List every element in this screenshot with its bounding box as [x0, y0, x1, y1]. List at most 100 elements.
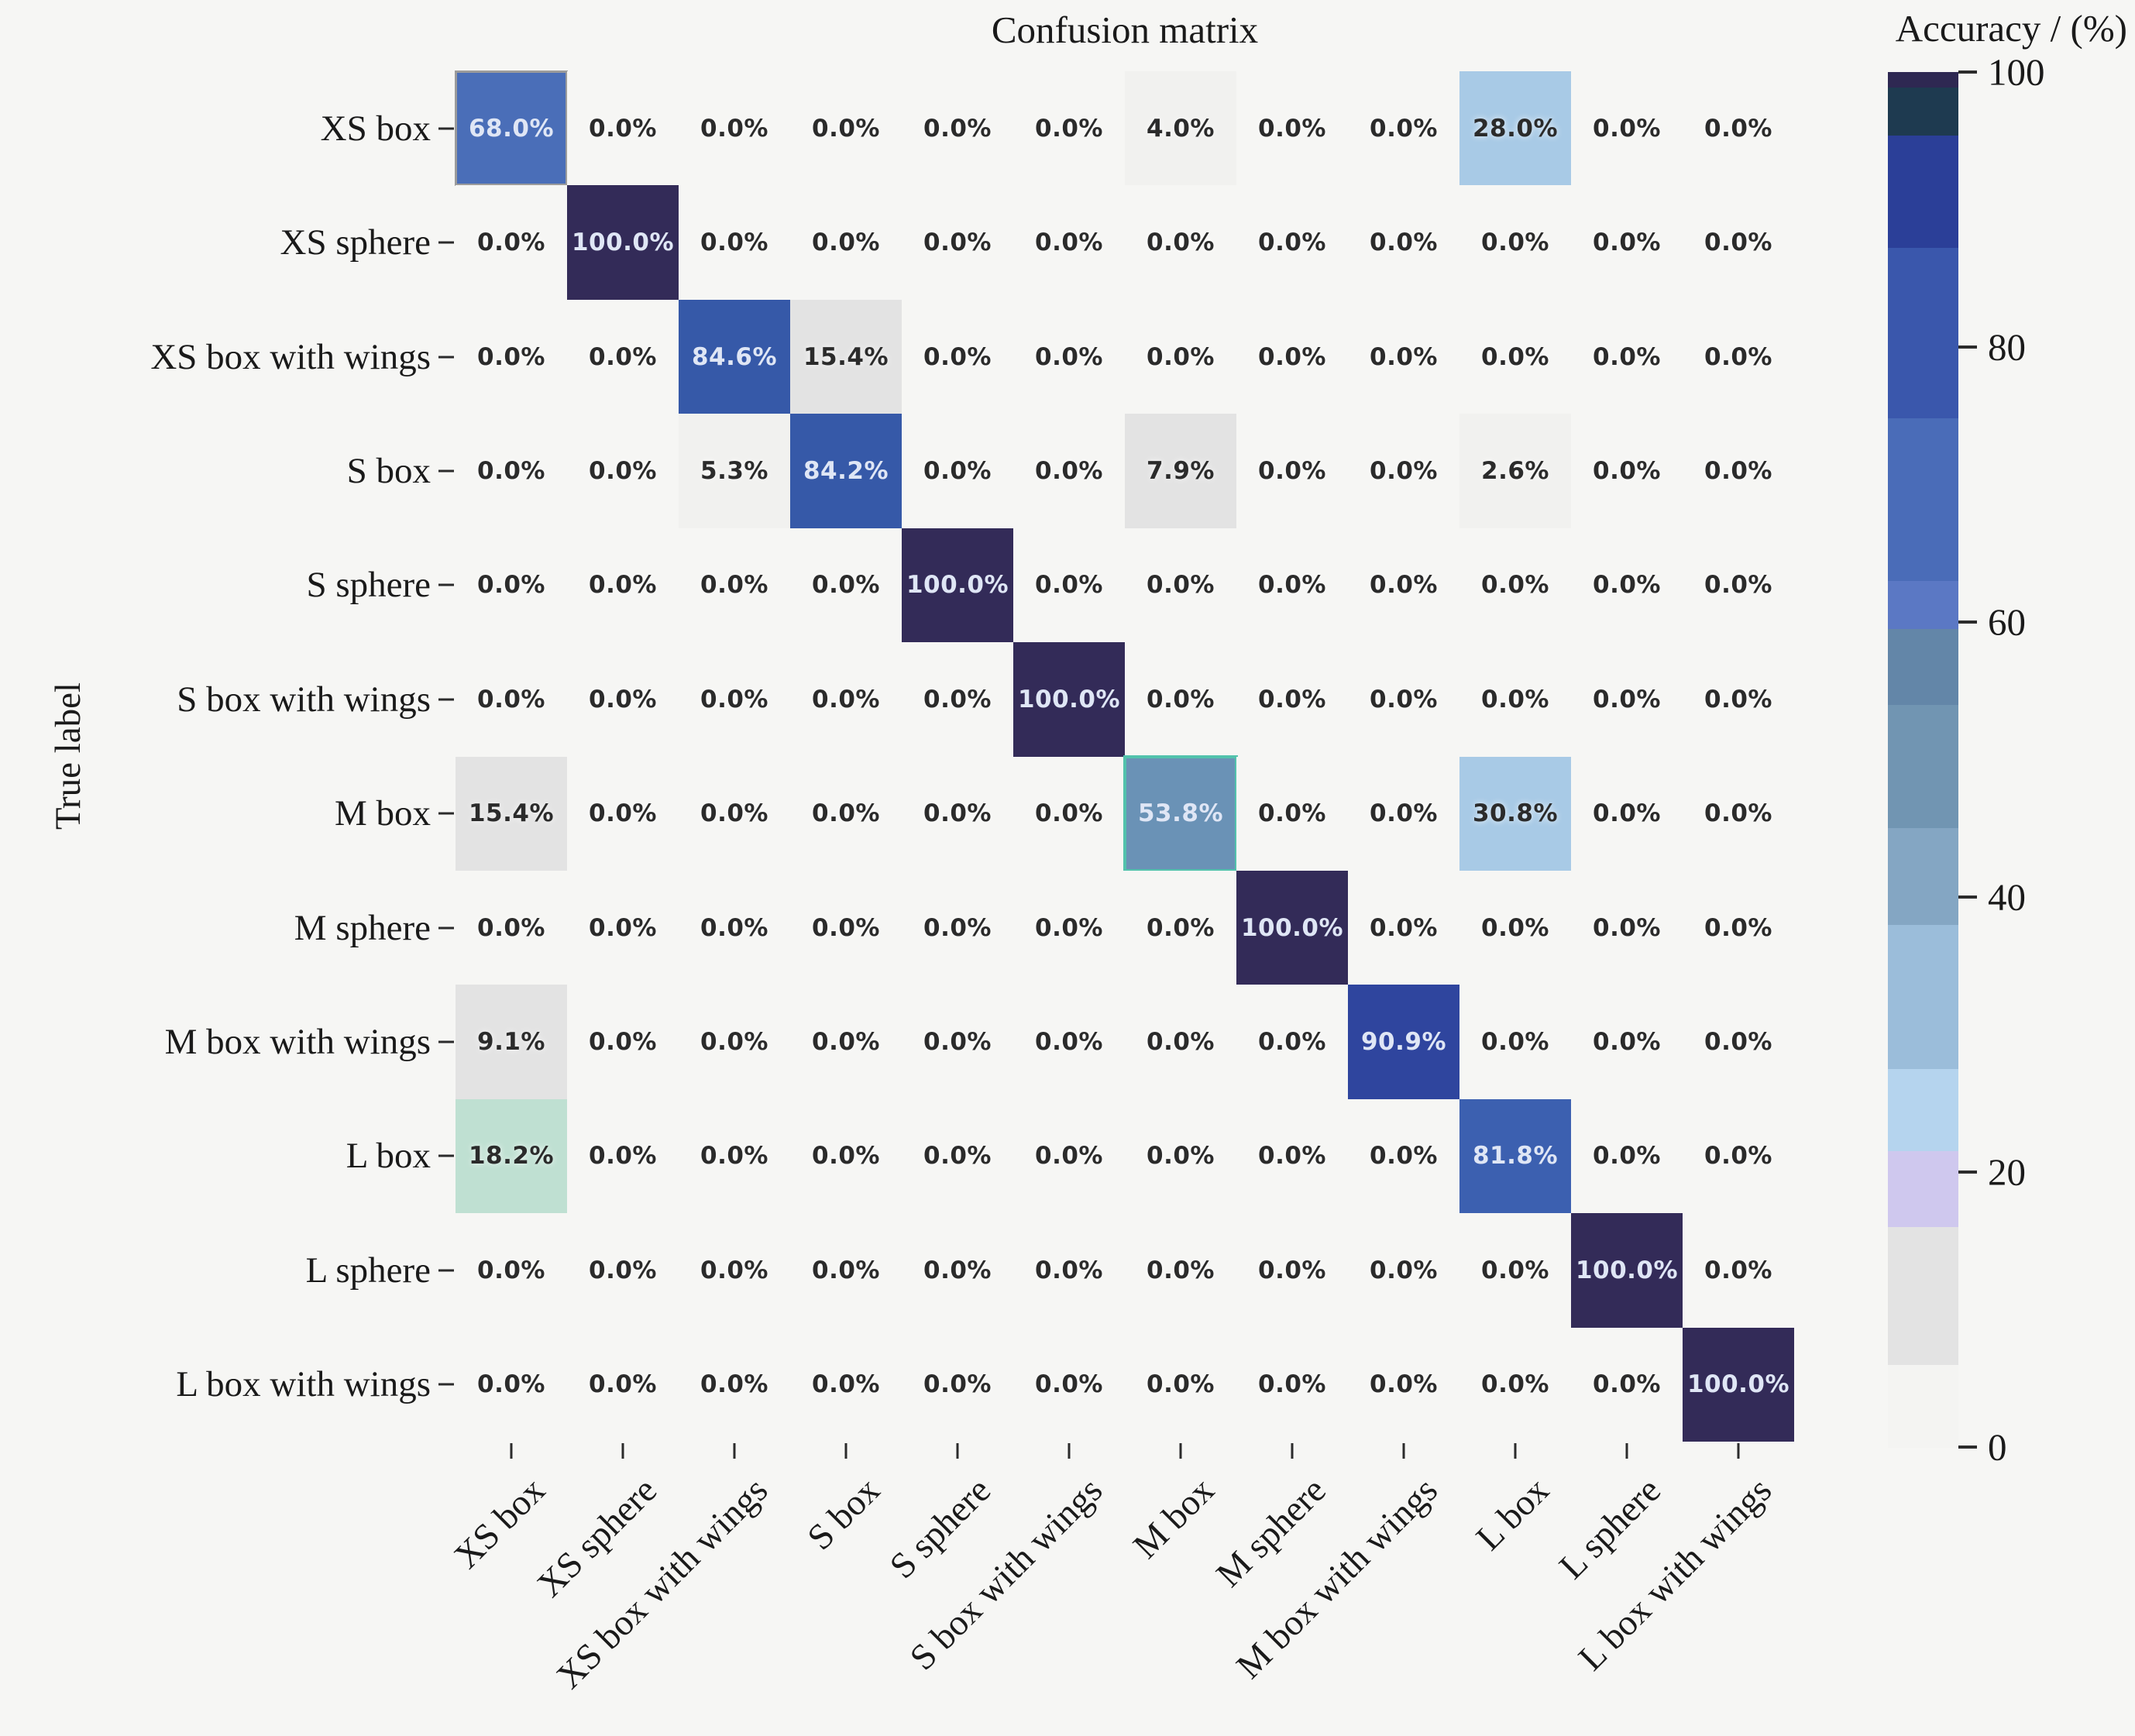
colorbar-segment: [1888, 704, 1958, 830]
heatmap-cell: 100.0%: [902, 528, 1013, 643]
cell-value-label: 53.8%: [1137, 799, 1224, 828]
cell-value-label: 81.8%: [1472, 1142, 1559, 1171]
cell-value-label: 68.0%: [468, 114, 555, 143]
colorbar-tick-label: 100: [1988, 50, 2045, 94]
cell-value-label: 0.0%: [477, 571, 545, 600]
y-tick-mark: [438, 812, 454, 815]
cell-value-label: 0.0%: [812, 1256, 880, 1284]
cell-value-label: 0.0%: [1147, 913, 1215, 942]
cell-value-label: 0.0%: [812, 913, 880, 942]
cell-value-label: 2.6%: [1481, 456, 1549, 485]
cell-value-label: 0.0%: [589, 571, 657, 600]
cell-value-label: 0.0%: [1593, 685, 1661, 713]
heatmap-cell: 0.0%: [1236, 1213, 1348, 1328]
heatmap-cell: 0.0%: [1348, 870, 1459, 985]
cell-value-label: 0.0%: [1704, 1256, 1772, 1284]
cell-value-label: 0.0%: [700, 571, 768, 600]
heatmap-cell: 0.0%: [1013, 185, 1125, 300]
heatmap-cell: 0.0%: [1571, 528, 1683, 643]
cell-value-label: 0.0%: [1370, 1142, 1438, 1171]
cell-value-label: 0.0%: [700, 1142, 768, 1171]
heatmap-cell: 0.0%: [1236, 756, 1348, 871]
heatmap-cell: 0.0%: [790, 756, 902, 871]
heatmap-cell: 0.0%: [1571, 71, 1683, 186]
heatmap-cell: 0.0%: [1683, 870, 1794, 985]
cell-value-label: 0.0%: [812, 571, 880, 600]
cell-value-label: 0.0%: [1704, 229, 1772, 257]
cell-value-label: 0.0%: [923, 456, 992, 485]
cell-value-label: 0.0%: [1147, 571, 1215, 600]
cell-value-label: 9.1%: [477, 1028, 545, 1057]
x-tick-label: M box with wings: [1228, 1470, 1446, 1687]
cell-value-label: 0.0%: [1258, 1028, 1326, 1057]
heatmap-cell: 0.0%: [902, 414, 1013, 528]
cell-value-label: 100.0%: [571, 229, 675, 257]
heatmap-cell: 0.0%: [456, 870, 567, 985]
cell-value-label: 0.0%: [1370, 114, 1438, 143]
cell-value-label: 0.0%: [700, 1370, 768, 1399]
heatmap-cell: 0.0%: [679, 1213, 790, 1328]
heatmap-cell: 0.0%: [679, 985, 790, 1099]
cell-value-label: 0.0%: [1704, 1142, 1772, 1171]
x-tick-label: XS box with wings: [548, 1470, 776, 1697]
heatmap-cell: 0.0%: [1013, 756, 1125, 871]
cell-value-label: 0.0%: [589, 1142, 657, 1171]
cell-value-label: 0.0%: [477, 913, 545, 942]
heatmap-cell: 0.0%: [790, 1327, 902, 1442]
x-tick-label: M box: [1125, 1470, 1222, 1567]
heatmap-cell: 0.0%: [1683, 985, 1794, 1099]
cell-value-label: 0.0%: [1593, 571, 1661, 600]
heatmap-cell: 0.0%: [1013, 71, 1125, 186]
heatmap-cell: 0.0%: [679, 1327, 790, 1442]
heatmap-cell: 0.0%: [902, 756, 1013, 871]
heatmap-cell: 53.8%: [1123, 755, 1238, 872]
heatmap-cell: 0.0%: [1683, 71, 1794, 186]
heatmap-cell: 2.6%: [1459, 414, 1571, 528]
heatmap-cell: 0.0%: [1571, 1327, 1683, 1442]
heatmap-cell: 68.0%: [455, 70, 568, 187]
heatmap-cell: 18.2%: [456, 1098, 567, 1214]
heatmap-cell: 84.6%: [679, 299, 790, 414]
cell-value-label: 90.9%: [1360, 1028, 1447, 1057]
heatmap-cell: 0.0%: [902, 985, 1013, 1099]
cell-value-label: 0.0%: [1704, 799, 1772, 828]
x-tick-mark: [621, 1443, 624, 1459]
cell-value-label: 0.0%: [1704, 456, 1772, 485]
cell-value-label: 0.0%: [1035, 1256, 1103, 1284]
x-tick-mark: [510, 1443, 513, 1459]
y-tick-label: L sphere: [305, 1250, 431, 1291]
colorbar-segment: [1888, 924, 1958, 1070]
x-tick-mark: [1625, 1443, 1628, 1459]
cell-value-label: 0.0%: [589, 342, 657, 371]
cell-value-label: 7.9%: [1147, 456, 1215, 485]
cell-value-label: 0.0%: [1258, 685, 1326, 713]
cell-value-label: 0.0%: [1481, 913, 1549, 942]
cell-value-label: 0.0%: [477, 1370, 545, 1399]
heatmap-cell: 0.0%: [1125, 185, 1236, 300]
heatmap-cell: 0.0%: [456, 1213, 567, 1328]
heatmap-cell: 0.0%: [567, 642, 679, 757]
heatmap-cell: 0.0%: [679, 642, 790, 757]
heatmap-cell: 100.0%: [1013, 642, 1125, 757]
heatmap-cell: 30.8%: [1459, 756, 1571, 871]
heatmap-cell: 0.0%: [1459, 185, 1571, 300]
cell-value-label: 0.0%: [812, 229, 880, 257]
cell-value-label: 0.0%: [589, 1370, 657, 1399]
chart-title: Confusion matrix: [991, 9, 1259, 51]
cell-value-label: 100.0%: [906, 571, 1009, 600]
cell-value-label: 0.0%: [589, 913, 657, 942]
colorbar-tick-label: 40: [1988, 875, 2026, 919]
cell-value-label: 0.0%: [1370, 685, 1438, 713]
y-tick-mark: [438, 127, 454, 130]
colorbar-title: Accuracy / (%): [1895, 7, 2127, 50]
cell-value-label: 100.0%: [1017, 685, 1121, 713]
heatmap-cell: 0.0%: [1683, 185, 1794, 300]
heatmap-cell: 0.0%: [1571, 985, 1683, 1099]
heatmap-cell: 0.0%: [1013, 985, 1125, 1099]
y-tick-mark: [438, 926, 454, 930]
y-axis-label: True label: [48, 682, 88, 830]
heatmap-cell: 0.0%: [1013, 414, 1125, 528]
y-tick-label: S box: [346, 450, 431, 491]
cell-value-label: 0.0%: [923, 913, 992, 942]
